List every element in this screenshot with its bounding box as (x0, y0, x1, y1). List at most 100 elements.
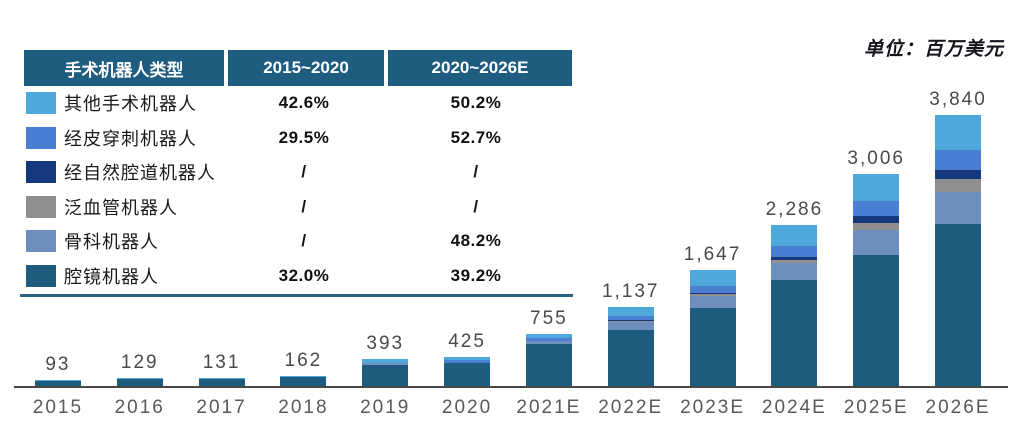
stacked-bar-2015 (34, 380, 81, 387)
bar-segment (689, 292, 736, 295)
legend-label: 其他手术机器人 (64, 94, 197, 115)
cagr-2015-2020-value: / (301, 162, 307, 182)
cagr-table: 手术机器人类型 2015~2020 2020~2026E 其他手术机器人 42.6… (24, 50, 572, 293)
cagr-2015-2020-value: / (301, 196, 307, 216)
legend-swatch (26, 264, 56, 287)
bar-segment (362, 359, 409, 364)
bar-segment (607, 330, 654, 387)
legend-cell: 腔镜机器人 (24, 263, 224, 289)
table-row: 泛血管机器人 / / (24, 190, 572, 225)
bar-total-label: 93 (45, 354, 71, 376)
stacked-bar-2018 (280, 375, 327, 387)
bar-total-label: 425 (448, 330, 486, 352)
bar-total-label: 3,840 (929, 89, 987, 111)
bar-segment (444, 362, 491, 387)
x-axis-label-2018: 2018 (278, 397, 329, 418)
bar-segment (853, 174, 900, 202)
bar-segment (689, 308, 736, 387)
table-underline (20, 294, 573, 297)
bar-column-2020: 425 (426, 80, 508, 387)
legend-label: 经自然腔道机器人 (64, 163, 216, 184)
header-cell-2015-2020: 2015~2020 (228, 50, 384, 86)
bar-column-2024E: 2,286 (753, 80, 835, 387)
legend-cell: 经自然腔道机器人 (24, 159, 224, 185)
cagr-2020-2026-value: / (473, 196, 479, 216)
bar-segment (853, 216, 900, 224)
bar-column-2021E: 755 (508, 80, 590, 387)
x-axis-label-2015: 2015 (32, 397, 84, 418)
bar-segment (362, 365, 409, 387)
bar-segment (935, 115, 982, 151)
bar-total-label: 393 (366, 333, 405, 355)
bar-segment (853, 254, 900, 387)
table-row: 腔镜机器人 32.0% 39.2% (24, 259, 572, 294)
bar-segment (607, 316, 654, 321)
cagr-2015-2020-value: / (301, 231, 307, 251)
stacked-bar-2021E (525, 333, 572, 387)
bar-segment (198, 378, 245, 387)
bar-column-2023E: 1,647 (672, 80, 754, 387)
bar-segment (607, 320, 654, 322)
bar-segment (525, 343, 572, 387)
stacked-bar-2019 (362, 359, 409, 387)
legend-cell: 其他手术机器人 (24, 90, 224, 116)
bar-segment (689, 285, 736, 293)
x-axis-label-2025E: 2025E (843, 397, 909, 418)
bar-segment (853, 223, 900, 230)
legend-cell: 泛血管机器人 (24, 194, 224, 220)
x-axis-label-2017: 2017 (196, 397, 247, 418)
legend-label: 经皮穿刺机器人 (64, 128, 197, 149)
cagr-2015-2020-value: 29.5% (278, 127, 330, 147)
stacked-bar-2024E (771, 225, 818, 387)
bar-segment (935, 192, 982, 225)
cagr-2020-2026-value: 48.2% (450, 231, 502, 251)
stacked-bar-2025E (853, 174, 900, 387)
bar-segment (771, 225, 818, 247)
bar-total-label: 1,137 (601, 280, 660, 302)
cagr-2020-2026-value: 39.2% (450, 265, 502, 285)
bar-segment (689, 270, 736, 286)
x-axis-label-2022E: 2022E (598, 397, 664, 418)
legend-swatch (26, 230, 56, 253)
unit-label: 单位：百万美元 (863, 39, 1004, 60)
bar-segment (689, 295, 736, 309)
legend-label: 骨科机器人 (64, 232, 159, 253)
cagr-table-body: 其他手术机器人 42.6% 50.2% 经皮穿刺机器人 29.5% 52.7% 经自然腔道机… (24, 86, 572, 293)
bar-total-label: 131 (202, 351, 241, 373)
bar-segment (444, 356, 491, 360)
bar-column-2015: 93 (17, 80, 99, 387)
bar-segment (607, 306, 654, 317)
stacked-bar-2023E (689, 270, 736, 387)
x-axis-label-2016: 2016 (114, 397, 165, 418)
bar-segment (34, 380, 81, 381)
legend-swatch (26, 92, 56, 115)
header-cell-type: 手术机器人类型 (24, 50, 224, 86)
stacked-bar-2017 (198, 377, 245, 387)
stacked-bar-2020 (444, 356, 491, 387)
table-row: 经自然腔道机器人 / / (24, 155, 572, 190)
header-cell-2020-2026: 2020~2026E (388, 50, 572, 86)
stacked-bar-2022E (607, 306, 654, 387)
stacked-bar-2026E (935, 115, 982, 387)
bar-segment (771, 246, 818, 257)
bar-column-2018: 162 (262, 80, 344, 387)
cagr-2015-2020-value: 42.6% (278, 93, 330, 113)
bar-segment (525, 333, 572, 339)
x-axis-label-2026E: 2026E (925, 397, 991, 418)
bar-total-label: 129 (120, 351, 159, 373)
table-row: 经皮穿刺机器人 29.5% 52.7% (24, 121, 572, 156)
legend-label: 泛血管机器人 (64, 197, 178, 218)
table-row: 其他手术机器人 42.6% 50.2% (24, 86, 572, 121)
bar-segment (444, 359, 491, 363)
bar-total-label: 2,286 (765, 199, 824, 221)
bar-segment (935, 170, 982, 180)
x-axis-label-2024E: 2024E (761, 397, 827, 418)
bar-total-label: 3,006 (847, 148, 905, 170)
bar-segment (198, 377, 245, 379)
bar-total-label: 162 (284, 349, 323, 371)
cagr-2020-2026-value: / (473, 162, 479, 182)
bar-segment (116, 377, 163, 379)
x-axis-labels: 2015 2016 2017 2018 2019 2020 2021E 2022E 2023E 2… (17, 397, 999, 419)
x-axis-label-2023E: 2023E (680, 397, 746, 418)
